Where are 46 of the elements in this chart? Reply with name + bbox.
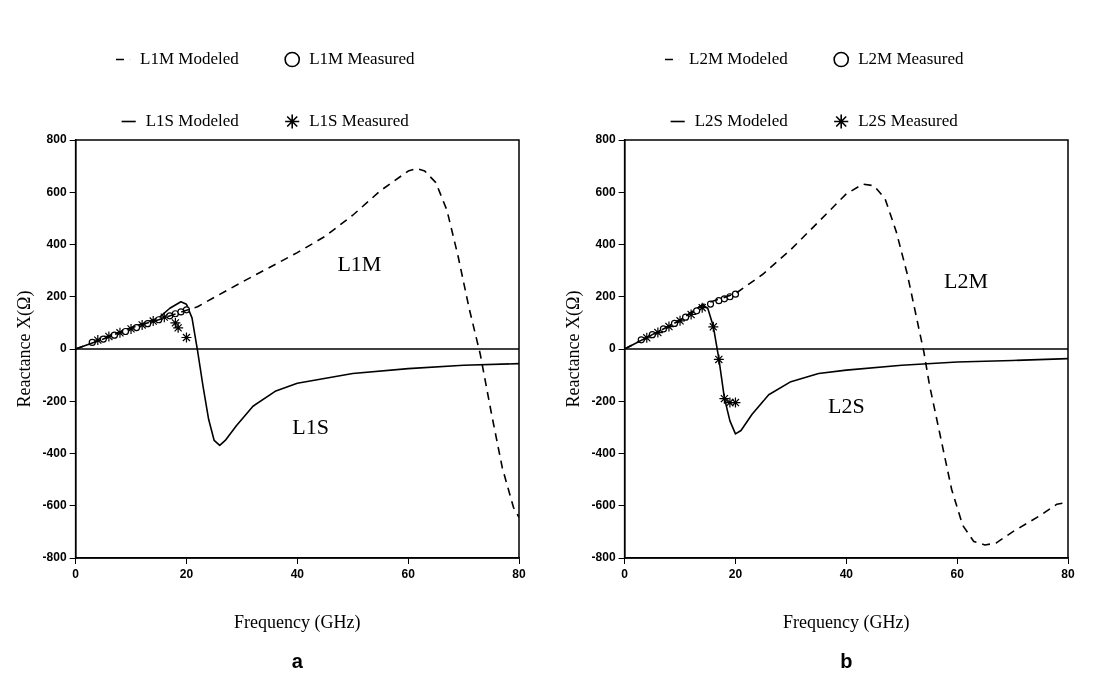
y-tick-label: -200 (591, 393, 616, 408)
y-axis-title: Reactance X(Ω) (13, 290, 35, 408)
legend-label: L1S Measured (309, 110, 410, 130)
x-axis-title: Frequency (GHz) (783, 611, 910, 633)
y-tick-label: -800 (42, 550, 67, 565)
x-tick-label: 20 (728, 566, 743, 581)
legend-label: L1M Measured (309, 48, 415, 68)
x-tick-label: 0 (621, 566, 629, 581)
y-tick-label: -800 (591, 550, 616, 565)
y-tick-label: 600 (595, 184, 616, 199)
annotation: L2S (827, 393, 865, 419)
legend-label: L2S Modeled (694, 110, 789, 130)
y-tick-label: 200 (46, 289, 67, 304)
y-tick-label: -200 (42, 393, 67, 408)
y-tick-label: 400 (595, 236, 616, 251)
x-tick-label: 60 (950, 566, 965, 581)
x-tick-label: 0 (72, 566, 80, 581)
text: b (840, 649, 853, 672)
y-tick-label: -400 (591, 445, 616, 460)
y-tick-label: 0 (608, 341, 616, 356)
x-tick-label: 80 (512, 566, 526, 581)
annotation: L1S (292, 414, 329, 440)
x-tick-label: 80 (1061, 566, 1075, 581)
x-tick-label: 40 (839, 566, 854, 581)
y-tick-label: -600 (42, 498, 67, 513)
y-tick-label: 400 (46, 236, 67, 251)
y-tick-label: 800 (595, 132, 616, 147)
y-tick-label: -400 (42, 445, 67, 460)
legend-label: L2M Modeled (689, 48, 789, 68)
y-tick-label: 200 (595, 289, 616, 304)
x-tick-label: 40 (290, 566, 305, 581)
legend-label: L2S Measured (858, 110, 959, 130)
x-axis-title: Frequency (GHz) (234, 611, 361, 633)
x-tick-label: 20 (179, 566, 194, 581)
y-tick-label: -600 (591, 498, 616, 513)
legend-label: L2M Measured (858, 48, 964, 68)
legend-label: L1M Modeled (140, 48, 240, 68)
y-tick-label: 0 (59, 341, 67, 356)
y-tick-label: 800 (46, 132, 67, 147)
y-axis-title: Reactance X(Ω) (562, 290, 584, 408)
annotation: L1M (337, 251, 382, 277)
legend-label: L1S Modeled (145, 110, 240, 130)
text: a (291, 649, 304, 672)
annotation: L2M (944, 267, 989, 293)
y-tick-label: 600 (46, 184, 67, 199)
x-tick-label: 60 (401, 566, 416, 581)
